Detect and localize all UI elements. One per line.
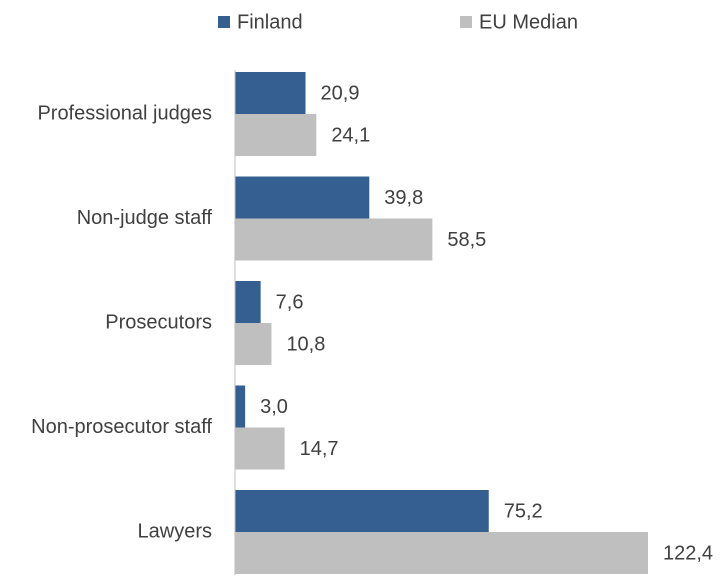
category-label: Lawyers bbox=[138, 520, 212, 542]
value-label: 58,5 bbox=[447, 229, 486, 251]
legend-swatch bbox=[218, 16, 230, 28]
legend-swatch bbox=[460, 16, 472, 28]
value-label: 20,9 bbox=[321, 82, 360, 104]
value-label: 24,1 bbox=[331, 124, 370, 146]
category-label: Prosecutors bbox=[105, 311, 212, 333]
bar bbox=[235, 72, 306, 114]
bar bbox=[235, 218, 433, 261]
value-label: 122,4 bbox=[663, 542, 713, 564]
bar bbox=[235, 281, 261, 323]
legend-label: EU Median bbox=[479, 11, 578, 33]
value-label: 3,0 bbox=[260, 396, 288, 418]
bar bbox=[235, 490, 489, 532]
bar bbox=[235, 532, 648, 574]
value-label: 39,8 bbox=[384, 187, 423, 209]
value-label: 14,7 bbox=[300, 438, 339, 460]
bar bbox=[235, 427, 285, 470]
bar bbox=[235, 176, 370, 219]
category-label: Non-prosecutor staff bbox=[31, 416, 212, 438]
value-label: 7,6 bbox=[276, 291, 304, 313]
category-label: Non-judge staff bbox=[77, 207, 213, 229]
bar bbox=[235, 114, 317, 156]
bar bbox=[235, 385, 246, 428]
bar bbox=[235, 323, 272, 365]
value-label: 10,8 bbox=[286, 333, 325, 355]
value-label: 75,2 bbox=[504, 500, 543, 522]
category-label: Professional judges bbox=[37, 102, 212, 124]
legend-label: Finland bbox=[237, 11, 303, 33]
